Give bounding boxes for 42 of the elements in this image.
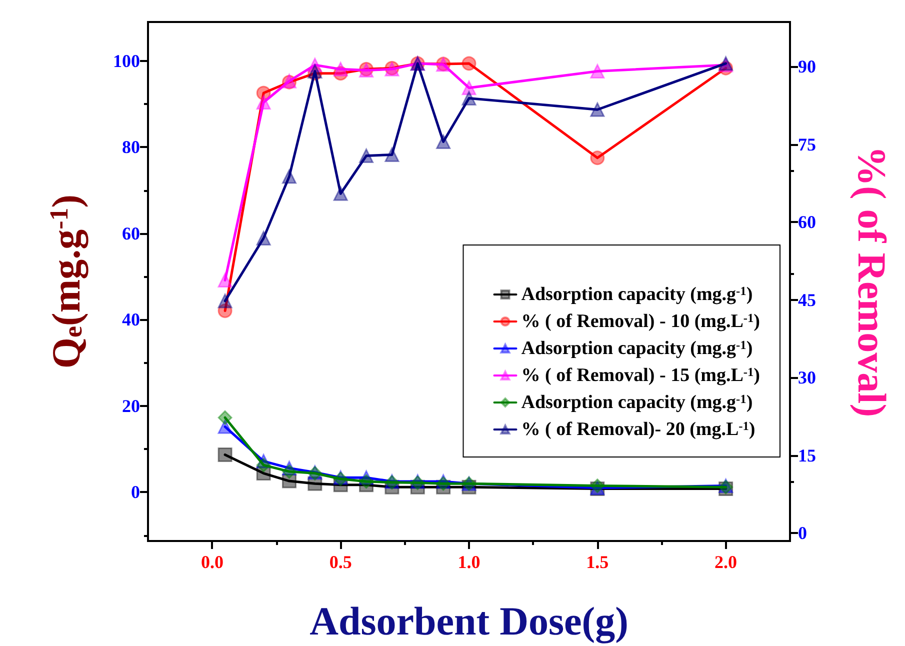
point xyxy=(590,102,605,117)
point xyxy=(590,150,605,166)
point xyxy=(282,464,296,479)
point xyxy=(384,147,400,162)
point xyxy=(218,410,232,425)
point xyxy=(359,148,374,164)
point xyxy=(333,186,348,201)
y2-axis-title: %( of Removal) xyxy=(850,146,894,418)
y2-tick-label: 60 xyxy=(798,212,816,232)
y2-tick-label: 30 xyxy=(798,368,816,388)
y-tick-label: 0 xyxy=(131,482,140,502)
y2-tick-label: 15 xyxy=(798,445,816,466)
x-tick-label: 0.5 xyxy=(329,552,352,572)
point xyxy=(359,474,374,489)
y-tick-label: 40 xyxy=(122,310,140,330)
point xyxy=(462,80,476,96)
y-tick-label: 100 xyxy=(113,50,140,71)
point xyxy=(218,272,232,288)
point xyxy=(333,62,348,76)
point xyxy=(256,458,271,472)
point xyxy=(218,294,232,308)
point xyxy=(218,447,232,462)
y-axis-title: Qe(mg.g-1) xyxy=(44,194,88,369)
x-tick-label: 0.0 xyxy=(200,552,224,572)
point xyxy=(590,64,605,79)
y-tick-label: 80 xyxy=(122,137,140,158)
y2-tick-label: 0 xyxy=(798,523,807,544)
y-tick-label: 20 xyxy=(122,396,140,416)
point xyxy=(436,134,451,150)
x-axis-title: Adsorbent Dose(g) xyxy=(310,598,628,644)
y2-tick-label: 45 xyxy=(798,290,816,310)
point xyxy=(282,169,296,184)
point xyxy=(256,95,271,110)
y-tick-label: 60 xyxy=(122,223,140,244)
x-tick-label: 2.0 xyxy=(714,552,738,572)
x-tick-label: 1.5 xyxy=(586,552,609,572)
point xyxy=(462,90,476,106)
point xyxy=(256,230,271,246)
y2-tick-label: 90 xyxy=(798,56,816,77)
x-tick-label: 1.0 xyxy=(458,552,480,572)
point xyxy=(462,56,476,71)
y2-tick-label: 75 xyxy=(798,134,816,154)
